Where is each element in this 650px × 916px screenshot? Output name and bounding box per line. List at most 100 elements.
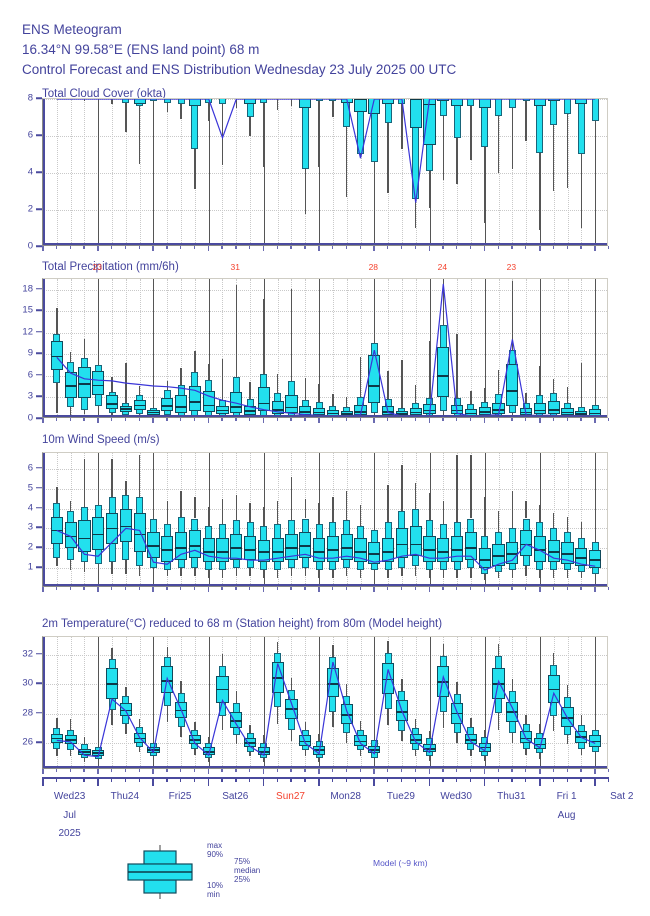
boxplot-temp[interactable] <box>78 637 91 768</box>
boxplot-wind[interactable] <box>78 453 91 586</box>
boxplot-temp[interactable] <box>506 637 519 768</box>
boxplot-precip[interactable] <box>561 279 574 417</box>
boxplot-cloud[interactable] <box>533 99 547 245</box>
boxplot-cloud[interactable] <box>329 99 337 245</box>
boxplot-cloud[interactable] <box>467 99 475 245</box>
boxplot-cloud[interactable] <box>382 99 395 245</box>
boxplot-cloud[interactable] <box>575 99 588 245</box>
boxplot-cloud[interactable] <box>133 99 146 245</box>
plot-area-cloud[interactable] <box>42 98 608 246</box>
boxplot-cloud[interactable] <box>177 99 185 245</box>
boxplot-wind[interactable] <box>299 453 312 586</box>
boxplot-wind[interactable] <box>395 453 409 586</box>
boxplot-temp[interactable] <box>533 637 547 768</box>
boxplot-cloud[interactable] <box>437 99 450 245</box>
boxplot-wind[interactable] <box>478 453 491 586</box>
boxplot-precip[interactable] <box>506 279 519 417</box>
boxplot-temp[interactable] <box>520 637 533 768</box>
boxplot-cloud[interactable] <box>243 99 257 245</box>
boxplot-precip[interactable] <box>78 279 91 417</box>
boxplot-precip[interactable] <box>533 279 547 417</box>
boxplot-wind[interactable] <box>161 453 174 586</box>
boxplot-cloud[interactable] <box>288 99 295 245</box>
boxplot-wind[interactable] <box>520 453 533 586</box>
boxplot-cloud[interactable] <box>205 99 213 245</box>
boxplot-temp[interactable] <box>382 637 395 768</box>
boxplot-temp[interactable] <box>464 637 478 768</box>
boxplot-precip[interactable] <box>64 279 77 417</box>
boxplot-wind[interactable] <box>243 453 257 586</box>
boxplot-wind[interactable] <box>575 453 588 586</box>
boxplot-cloud[interactable] <box>188 99 201 245</box>
plot-area-wind[interactable] <box>42 452 608 587</box>
boxplot-wind[interactable] <box>230 453 243 586</box>
boxplot-wind[interactable] <box>313 453 326 586</box>
plot-area-temp[interactable] <box>42 636 608 769</box>
boxplot-cloud[interactable] <box>451 99 464 245</box>
boxplot-temp[interactable] <box>340 637 353 768</box>
boxplot-precip[interactable] <box>105 279 119 417</box>
boxplot-wind[interactable] <box>464 453 478 586</box>
boxplot-cloud[interactable] <box>478 99 491 245</box>
boxplot-wind[interactable] <box>533 453 547 586</box>
boxplot-cloud[interactable] <box>495 99 503 245</box>
boxplot-wind[interactable] <box>368 453 381 586</box>
boxplot-wind[interactable] <box>326 453 339 586</box>
boxplot-wind[interactable] <box>437 453 450 586</box>
boxplot-cloud[interactable] <box>409 99 422 245</box>
boxplot-temp[interactable] <box>285 637 298 768</box>
boxplot-wind[interactable] <box>492 453 505 586</box>
boxplot-precip[interactable] <box>188 279 201 417</box>
boxplot-wind[interactable] <box>105 453 119 586</box>
boxplot-cloud[interactable] <box>423 99 436 245</box>
boxplot-wind[interactable] <box>147 453 160 586</box>
boxplot-wind[interactable] <box>92 453 105 586</box>
boxplot-precip[interactable] <box>257 279 270 417</box>
boxplot-precip[interactable] <box>230 279 243 417</box>
boxplot-cloud[interactable] <box>522 99 530 245</box>
boxplot-temp[interactable] <box>547 637 560 768</box>
boxplot-wind[interactable] <box>423 453 436 586</box>
boxplot-precip[interactable] <box>174 279 188 417</box>
boxplot-cloud[interactable] <box>122 99 130 245</box>
boxplot-wind[interactable] <box>64 453 77 586</box>
boxplot-temp[interactable] <box>216 637 229 768</box>
boxplot-temp[interactable] <box>105 637 119 768</box>
boxplot-temp[interactable] <box>354 637 367 768</box>
boxplot-cloud[interactable] <box>315 99 323 245</box>
boxplot-temp[interactable] <box>50 637 63 768</box>
boxplot-wind[interactable] <box>216 453 229 586</box>
boxplot-cloud[interactable] <box>233 99 240 245</box>
boxplot-temp[interactable] <box>409 637 422 768</box>
boxplot-cloud[interactable] <box>149 99 157 245</box>
boxplot-cloud[interactable] <box>260 99 268 245</box>
boxplot-cloud[interactable] <box>547 99 560 245</box>
boxplot-cloud[interactable] <box>81 99 88 245</box>
boxplot-cloud[interactable] <box>163 99 171 245</box>
boxplot-cloud[interactable] <box>274 99 281 245</box>
boxplot-temp[interactable] <box>299 637 312 768</box>
boxplot-wind[interactable] <box>340 453 353 586</box>
plot-area-precip[interactable] <box>42 278 608 418</box>
boxplot-wind[interactable] <box>271 453 284 586</box>
boxplot-cloud[interactable] <box>95 99 102 245</box>
boxplot-wind[interactable] <box>257 453 270 586</box>
boxplot-cloud[interactable] <box>564 99 572 245</box>
boxplot-temp[interactable] <box>119 637 132 768</box>
boxplot-cloud[interactable] <box>299 99 312 245</box>
boxplot-cloud[interactable] <box>109 99 116 245</box>
boxplot-precip[interactable] <box>92 279 105 417</box>
boxplot-temp[interactable] <box>64 637 77 768</box>
boxplot-cloud[interactable] <box>218 99 226 245</box>
boxplot-wind[interactable] <box>354 453 367 586</box>
boxplot-cloud[interactable] <box>591 99 599 245</box>
boxplot-wind[interactable] <box>50 453 63 586</box>
boxplot-wind[interactable] <box>119 453 132 586</box>
boxplot-precip[interactable] <box>133 279 146 417</box>
boxplot-wind[interactable] <box>589 453 602 586</box>
boxplot-precip[interactable] <box>437 279 450 417</box>
boxplot-precip[interactable] <box>161 279 174 417</box>
boxplot-wind[interactable] <box>382 453 395 586</box>
boxplot-wind[interactable] <box>202 453 215 586</box>
boxplot-wind[interactable] <box>409 453 422 586</box>
